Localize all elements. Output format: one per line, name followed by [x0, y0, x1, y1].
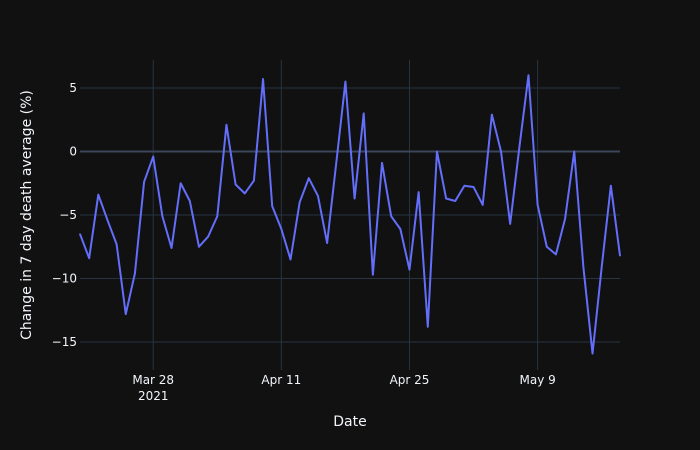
- data-point: [79, 233, 81, 235]
- y-tick-labels: 5 0 −5 −10 −15: [52, 81, 77, 349]
- data-point: [225, 123, 228, 126]
- data-point: [500, 150, 502, 153]
- data-point: [262, 78, 264, 80]
- x-axis-title: Date: [333, 414, 366, 430]
- x-tick-sublabel: 2021: [138, 389, 169, 403]
- x-tick-label: Apr 25: [390, 373, 430, 387]
- data-point: [408, 268, 411, 271]
- data-point: [426, 326, 429, 328]
- y-tick-label: 0: [69, 144, 77, 158]
- data-point: [436, 150, 438, 153]
- data-point: [326, 242, 328, 244]
- data-point: [555, 253, 557, 256]
- x-tick-label: May 9: [519, 373, 555, 387]
- x-tick-labels: Mar 28 2021 Apr 11 Apr 25 May 9: [132, 373, 555, 403]
- data-point: [582, 266, 585, 268]
- y-tick-label: −5: [59, 208, 77, 222]
- data-point: [472, 186, 475, 188]
- data-point: [189, 200, 191, 202]
- data-point: [198, 245, 200, 248]
- data-point: [600, 266, 603, 268]
- data-point: [527, 74, 530, 77]
- data-point: [362, 112, 365, 115]
- data-point: [115, 243, 118, 246]
- data-point: [491, 113, 493, 116]
- data-point: [124, 313, 127, 315]
- data-point: [243, 192, 246, 195]
- data-point: [179, 182, 182, 185]
- x-tick-label: Mar 28: [132, 373, 174, 387]
- data-point: [308, 177, 310, 179]
- data-point: [298, 201, 301, 204]
- data-point: [381, 162, 383, 164]
- data-point: [134, 272, 136, 275]
- data-point: [335, 162, 338, 164]
- data-point: [280, 228, 283, 230]
- data-point: [481, 204, 484, 206]
- x-tick-label: Apr 11: [261, 373, 301, 387]
- data-point: [445, 197, 447, 200]
- data-point: [317, 195, 319, 197]
- data-point: [253, 179, 255, 182]
- data-point: [97, 193, 100, 196]
- series-layer: [79, 74, 621, 355]
- data-point: [390, 215, 392, 218]
- data-point: [417, 191, 420, 193]
- data-point: [106, 219, 109, 221]
- data-point: [271, 205, 274, 207]
- data-point: [161, 215, 164, 218]
- data-point: [573, 150, 576, 153]
- data-point: [88, 257, 90, 259]
- data-point: [610, 184, 612, 187]
- y-tick-label: −10: [52, 272, 77, 286]
- data-point: [353, 197, 356, 200]
- y-tick-label: −15: [52, 335, 77, 349]
- data-point: [591, 352, 594, 355]
- data-point: [289, 258, 292, 261]
- data-point: [170, 247, 173, 249]
- data-point: [619, 254, 621, 257]
- data-point: [143, 181, 145, 183]
- series-line: [79, 74, 621, 355]
- data-point: [234, 183, 237, 186]
- y-axis-title: Change in 7 day death average (%): [19, 90, 35, 340]
- data-point: [207, 235, 209, 238]
- data-point: [545, 245, 548, 248]
- data-point: [536, 204, 539, 206]
- y-tick-label: 5: [69, 81, 77, 95]
- data-point: [399, 228, 402, 230]
- data-point: [216, 215, 219, 218]
- data-point: [463, 184, 466, 187]
- data-point: [518, 146, 521, 149]
- data-point: [564, 218, 566, 220]
- data-point: [454, 200, 457, 202]
- data-point: [344, 80, 347, 83]
- data-point: [372, 273, 374, 276]
- data-point: [509, 223, 511, 225]
- data-point: [152, 155, 155, 158]
